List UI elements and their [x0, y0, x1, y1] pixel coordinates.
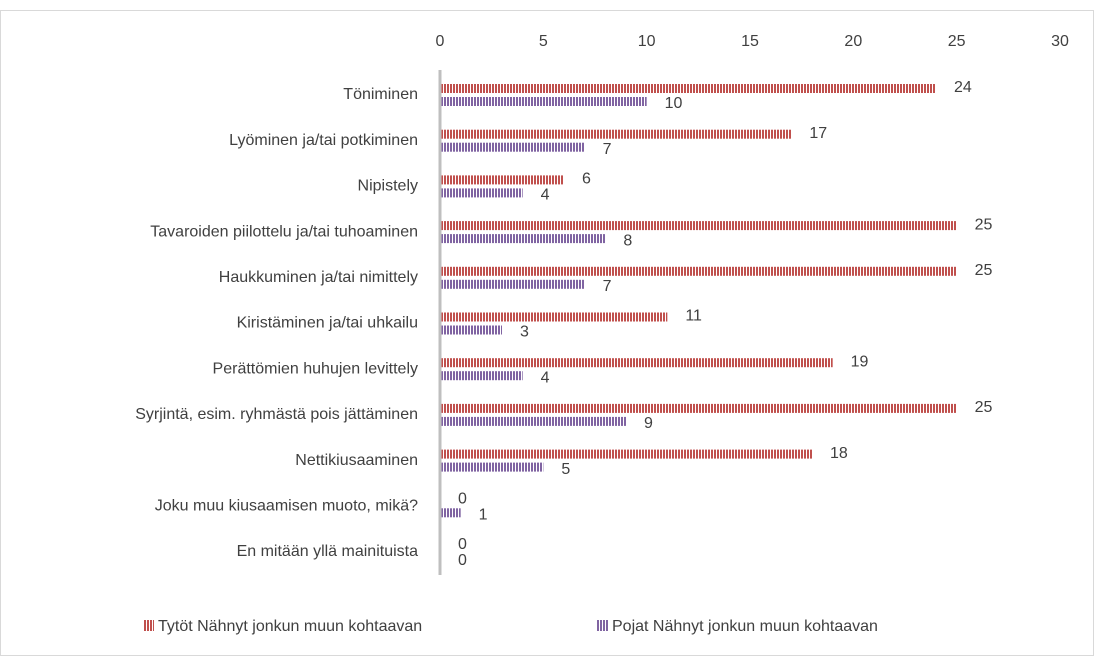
bar — [440, 175, 564, 185]
data-label: 25 — [975, 399, 993, 416]
bar — [440, 221, 957, 231]
x-tick-label: 10 — [638, 33, 656, 50]
x-tick-label: 25 — [948, 33, 966, 50]
bar — [440, 416, 626, 426]
y-tick-label: Lyöminen ja/tai potkiminen — [229, 132, 418, 149]
data-label: 25 — [975, 262, 993, 279]
y-tick-label: Syrjintä, esim. ryhmästä pois jättäminen — [135, 406, 418, 423]
y-tick-label: Tavaroiden piilottelu ja/tai tuhoaminen — [150, 223, 418, 240]
bar — [440, 234, 606, 244]
x-tick-label: 20 — [844, 33, 862, 50]
data-label: 7 — [603, 141, 612, 158]
x-tick-label: 5 — [539, 33, 548, 50]
data-label: 0 — [458, 491, 467, 508]
y-tick-label: Nettikiusaaminen — [295, 452, 418, 469]
data-label: 5 — [561, 461, 570, 478]
bar — [440, 312, 668, 322]
legend-label: Tytöt Nähnyt jonkun muun kohtaavan — [158, 618, 422, 635]
data-label: 7 — [603, 278, 612, 295]
data-label: 6 — [582, 171, 591, 188]
bar — [440, 279, 585, 289]
bar — [440, 403, 957, 413]
bar — [440, 188, 523, 198]
data-label: 18 — [830, 445, 848, 462]
bar — [440, 325, 502, 335]
y-tick-label: Perättömien huhujen levittely — [213, 360, 418, 377]
bar — [440, 84, 936, 93]
bar — [440, 449, 812, 459]
y-tick-label: Haukkuminen ja/tai nimittely — [219, 269, 418, 286]
bar — [440, 97, 647, 106]
data-label: 11 — [685, 308, 702, 325]
data-label: 17 — [809, 125, 827, 142]
x-tick-label: 30 — [1051, 33, 1069, 50]
data-label: 4 — [541, 369, 550, 386]
data-label: 4 — [541, 187, 550, 204]
y-tick-label: En mitään yllä mainituista — [237, 543, 419, 560]
data-label: 24 — [954, 79, 972, 96]
y-tick-label: Nipistely — [358, 178, 418, 195]
data-label: 0 — [458, 552, 467, 569]
legend-label: Pojat Nähnyt jonkun muun kohtaavan — [612, 618, 878, 635]
y-tick-label: Joku muu kiusaamisen muoto, mikä? — [155, 498, 418, 515]
bar — [440, 142, 585, 152]
x-tick-label: 0 — [436, 33, 445, 50]
legend-swatch — [597, 620, 608, 631]
legend-swatch — [143, 620, 154, 631]
y-tick-label: Töniminen — [343, 86, 418, 103]
bar — [440, 508, 461, 518]
bar — [440, 358, 833, 368]
bar — [440, 371, 523, 381]
data-label: 8 — [623, 232, 632, 249]
bar — [440, 462, 544, 472]
chart-border — [0, 10, 1094, 656]
data-label: 0 — [458, 536, 467, 553]
data-label: 19 — [851, 353, 869, 370]
data-label: 3 — [520, 324, 529, 341]
data-label: 9 — [644, 415, 653, 432]
bar — [440, 266, 957, 276]
y-tick-label: Kiristäminen ja/tai uhkailu — [237, 315, 418, 332]
data-label: 10 — [665, 95, 683, 112]
data-label: 25 — [975, 216, 993, 233]
bar — [440, 129, 792, 139]
x-tick-label: 15 — [741, 33, 759, 50]
data-label: 1 — [479, 507, 488, 524]
